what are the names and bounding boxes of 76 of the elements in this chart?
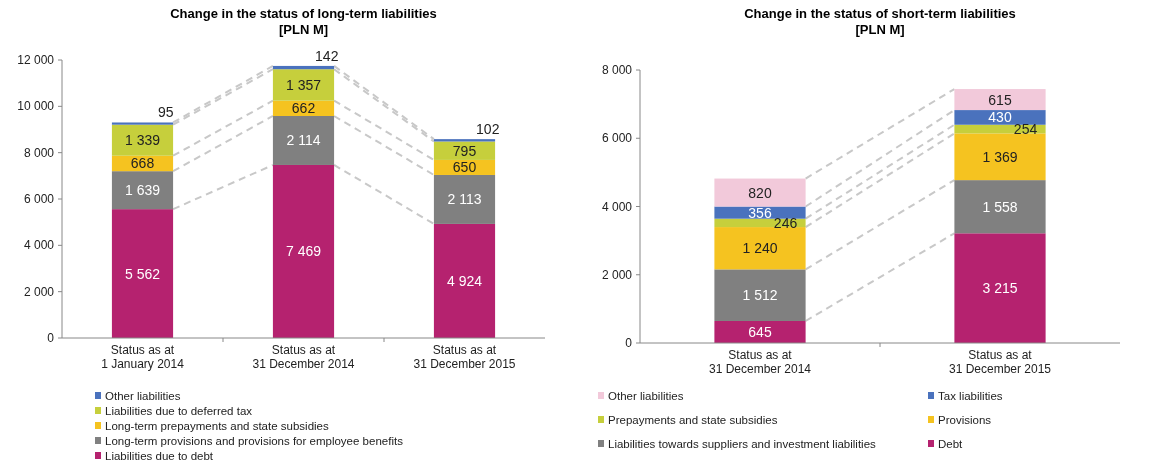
- legend-label: Long-term prepayments and state subsidies: [105, 420, 329, 432]
- data-label: 142: [315, 47, 339, 64]
- data-label: 795: [452, 142, 477, 159]
- data-label: 3 215: [982, 280, 1018, 297]
- x-tick-label: Status as at 31 December 2015: [948, 348, 1052, 376]
- y-tick-label: 2 000: [601, 267, 633, 282]
- bar: [433, 139, 496, 142]
- data-label: 1 240: [742, 240, 778, 257]
- data-label: 820: [748, 184, 772, 201]
- data-label: 254: [1013, 121, 1038, 138]
- data-label: 1 512: [742, 287, 778, 304]
- bar: [272, 164, 335, 338]
- data-label: 5 562: [124, 265, 161, 282]
- data-label: 1 339: [124, 132, 161, 149]
- legend-label: Other liabilities: [105, 390, 181, 402]
- data-label: 1 558: [982, 198, 1018, 215]
- legend-label: Prepayments and state subsidies: [608, 414, 778, 426]
- data-label: 2 114: [286, 132, 321, 149]
- bar: [433, 174, 496, 224]
- data-label: 95: [157, 104, 174, 121]
- bar: [954, 180, 1046, 234]
- legend-label: Provisions: [938, 414, 992, 426]
- bar: [714, 269, 806, 321]
- y-tick-label: 6 000: [23, 192, 55, 206]
- bar: [272, 115, 335, 165]
- data-label: 668: [130, 155, 155, 172]
- data-label: 102: [476, 121, 500, 138]
- data-label: 2 113: [447, 191, 482, 208]
- data-label: 1 639: [124, 182, 161, 199]
- data-label: 356: [748, 204, 772, 221]
- chart-title: Change in the status of long-term liabilities [PLN M]: [170, 6, 437, 37]
- data-label: 246: [773, 214, 798, 231]
- bar: [954, 110, 1046, 125]
- x-tick-label: Status as at 31 December 2015: [413, 343, 516, 371]
- bar: [111, 171, 174, 210]
- bar: [272, 69, 335, 101]
- legend-label: Other liabilities: [608, 390, 684, 402]
- data-label: 1 369: [982, 148, 1018, 165]
- bar: [714, 178, 806, 207]
- bar: [433, 223, 496, 338]
- legend-label: Liabilities due to deferred tax: [105, 405, 253, 417]
- bar: [954, 89, 1046, 111]
- data-label: 645: [748, 323, 772, 340]
- data-label: 662: [291, 100, 316, 117]
- legend-label: Debt: [938, 438, 964, 450]
- y-tick-label: 4 000: [23, 238, 55, 253]
- bar: [954, 133, 1046, 181]
- bar: [111, 122, 174, 125]
- y-tick-label: 0: [625, 336, 633, 350]
- legend-label: Liabilities towards suppliers and investment liabilities: [608, 438, 877, 450]
- legend-label: Liabilities due to debt: [105, 450, 214, 462]
- y-tick-label: 0: [47, 331, 55, 345]
- y-tick-label: 4 000: [601, 199, 633, 214]
- data-label: 650: [452, 159, 477, 176]
- data-label: 4 924: [446, 272, 483, 289]
- legend-label: Long-term provisions and provisions for employee benefits: [105, 435, 404, 447]
- bar: [714, 227, 806, 270]
- x-tick-label: Status as at 31 December 2014: [252, 343, 355, 371]
- data-label: 430: [988, 109, 1012, 126]
- y-tick-label: 2 000: [23, 284, 55, 299]
- y-tick-label: 6 000: [601, 131, 633, 146]
- bar: [954, 233, 1046, 343]
- legend-label: Tax liabilities: [938, 390, 1003, 402]
- data-label: 7 469: [285, 243, 322, 260]
- data-label: 1 357: [285, 76, 322, 93]
- bar: [111, 124, 174, 156]
- y-tick-label: 8 000: [601, 63, 633, 77]
- y-tick-label: 10 000: [17, 99, 55, 114]
- y-tick-label: 12 000: [17, 53, 55, 67]
- chart-title: Change in the status of short-term liabilities [PLN M]: [744, 6, 1016, 37]
- bar: [111, 209, 174, 338]
- x-tick-label: Status as at 1 January 2014: [101, 343, 185, 371]
- x-tick-label: Status as at 31 December 2014: [708, 348, 812, 376]
- data-label: 615: [988, 91, 1012, 108]
- y-tick-label: 8 000: [23, 145, 55, 160]
- bar: [272, 65, 335, 70]
